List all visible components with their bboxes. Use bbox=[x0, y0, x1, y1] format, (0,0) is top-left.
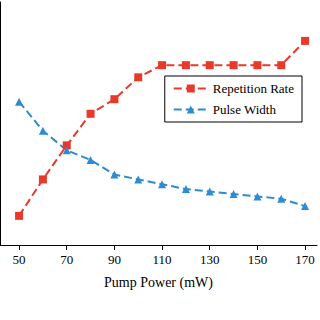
svg-text:90: 90 bbox=[108, 252, 121, 267]
svg-text:130: 130 bbox=[200, 252, 220, 267]
svg-text:Pump Power (mW): Pump Power (mW) bbox=[104, 275, 213, 291]
svg-text:70: 70 bbox=[60, 252, 73, 267]
svg-text:50: 50 bbox=[13, 252, 26, 267]
svg-text:Repetition Rate: Repetition Rate bbox=[213, 81, 294, 96]
svg-text:Pulse Width: Pulse Width bbox=[213, 102, 277, 117]
svg-text:150: 150 bbox=[248, 252, 268, 267]
svg-text:170: 170 bbox=[295, 252, 315, 267]
svg-text:110: 110 bbox=[153, 252, 172, 267]
